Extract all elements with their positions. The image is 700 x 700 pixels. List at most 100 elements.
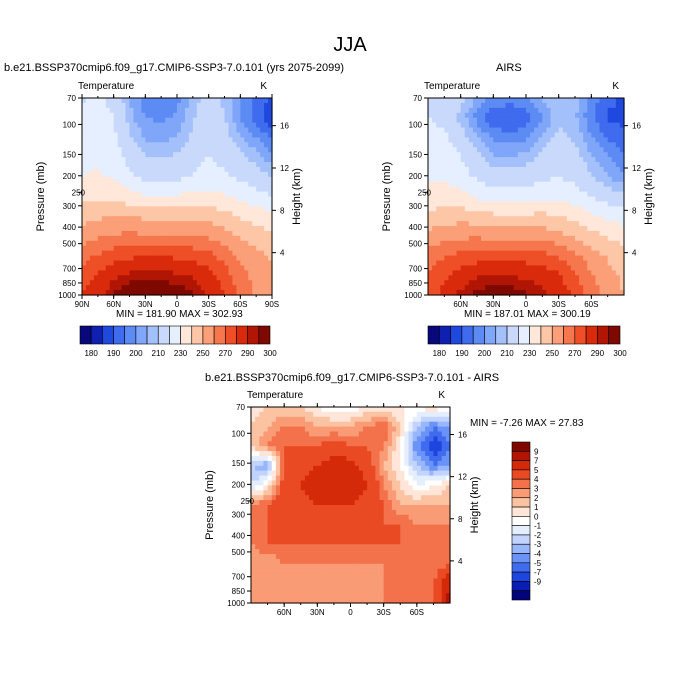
contour-cell — [436, 221, 441, 227]
contour-cell — [542, 186, 548, 193]
contour-cell — [208, 265, 214, 271]
contour-cell — [575, 132, 580, 138]
contour-cell — [252, 166, 257, 173]
contour-cell — [216, 240, 222, 247]
contour-cell — [387, 480, 393, 486]
contour-cell — [284, 411, 289, 418]
contour-cell — [416, 411, 422, 418]
contour-cell — [420, 426, 426, 433]
contour-cell — [408, 470, 414, 477]
contour-cell — [121, 265, 127, 271]
contour-cell — [165, 107, 170, 114]
contour-cell — [441, 500, 447, 506]
contour-cell — [275, 465, 281, 472]
contour-cell — [184, 270, 190, 276]
contour-cell — [325, 456, 331, 462]
contour-cell — [591, 280, 597, 286]
contour-cell — [445, 431, 451, 437]
contour-cell — [362, 411, 368, 418]
contour-cell — [220, 186, 226, 193]
contour-cell — [554, 176, 560, 183]
contour-cell — [400, 465, 405, 472]
contour-cell — [371, 441, 376, 447]
contour-cell — [192, 186, 198, 193]
contour-cell — [513, 152, 519, 158]
contour-cell — [145, 226, 150, 232]
contour-cell — [137, 206, 142, 212]
contour-cell — [599, 127, 605, 134]
contour-cell — [562, 235, 568, 242]
contour-cell — [177, 280, 182, 286]
contour-cell — [391, 460, 397, 467]
contour-cell — [224, 98, 230, 104]
contour-cell — [436, 260, 441, 267]
contour-cell — [133, 107, 139, 114]
contour-cell — [85, 265, 91, 271]
contour-cell — [165, 211, 170, 217]
contour-cell — [558, 196, 564, 203]
contour-cell — [313, 480, 318, 486]
contour-cell — [325, 411, 331, 418]
contour-cell — [200, 285, 206, 291]
contour-cell — [256, 142, 261, 148]
contour-cell — [429, 490, 435, 496]
contour-cell — [212, 221, 218, 227]
contour-cell — [149, 137, 154, 143]
contour-cell — [145, 235, 150, 242]
contour-cell — [184, 147, 190, 153]
contour-cell — [432, 290, 437, 296]
contour-cell — [472, 260, 478, 267]
contour-cell — [97, 285, 103, 291]
contour-cell — [177, 270, 182, 276]
contour-cell — [517, 280, 523, 286]
contour-cell — [244, 270, 249, 276]
contour-cell — [497, 221, 503, 227]
contour-cell — [180, 152, 186, 158]
contour-cell — [292, 505, 298, 511]
panel-c-subtitle: b.e21.BSSP370cmip6.f09_g17.CMIP6-SSP3-7.… — [205, 372, 500, 384]
contour-cell — [416, 451, 422, 457]
contour-cell — [284, 416, 289, 423]
contour-cell — [137, 216, 142, 222]
contour-cell — [220, 122, 226, 129]
contour-cell — [248, 201, 253, 207]
contour-cell — [173, 265, 178, 271]
contour-cell — [371, 421, 376, 428]
contour-cell — [157, 102, 162, 109]
contour-cell — [82, 112, 87, 119]
contour-cell — [137, 186, 142, 193]
contour-cell — [562, 181, 568, 188]
contour-cell — [268, 221, 273, 227]
contour-cell — [505, 230, 511, 237]
contour-cell — [145, 196, 150, 203]
contour-cell — [224, 117, 230, 124]
contour-cell — [570, 290, 576, 296]
contour-cell — [575, 260, 580, 267]
contour-cell — [85, 240, 91, 247]
contour-cell — [133, 186, 139, 193]
contour-cell — [436, 117, 441, 124]
contour-cell — [468, 260, 474, 267]
contour-cell — [244, 191, 249, 198]
contour-cell — [259, 490, 265, 496]
contour-cell — [240, 157, 245, 163]
contour-cell — [575, 186, 580, 193]
contour-cell — [440, 152, 445, 158]
contour-cell — [275, 475, 281, 482]
contour-cell — [595, 196, 601, 203]
contour-cell — [220, 147, 226, 153]
contour-cell — [342, 426, 347, 433]
contour-cell — [448, 127, 454, 134]
contour-cell — [220, 127, 226, 134]
contour-cell — [244, 206, 249, 212]
contour-cell — [472, 186, 478, 193]
contour-cell — [244, 127, 249, 134]
contour-cell — [169, 206, 174, 212]
contour-cell — [619, 166, 625, 173]
contour-cell — [113, 157, 119, 163]
contour-cell — [437, 431, 443, 437]
contour-cell — [452, 162, 458, 168]
contour-cell — [452, 201, 458, 207]
contour-cell — [129, 285, 135, 291]
contour-cell — [542, 147, 548, 153]
